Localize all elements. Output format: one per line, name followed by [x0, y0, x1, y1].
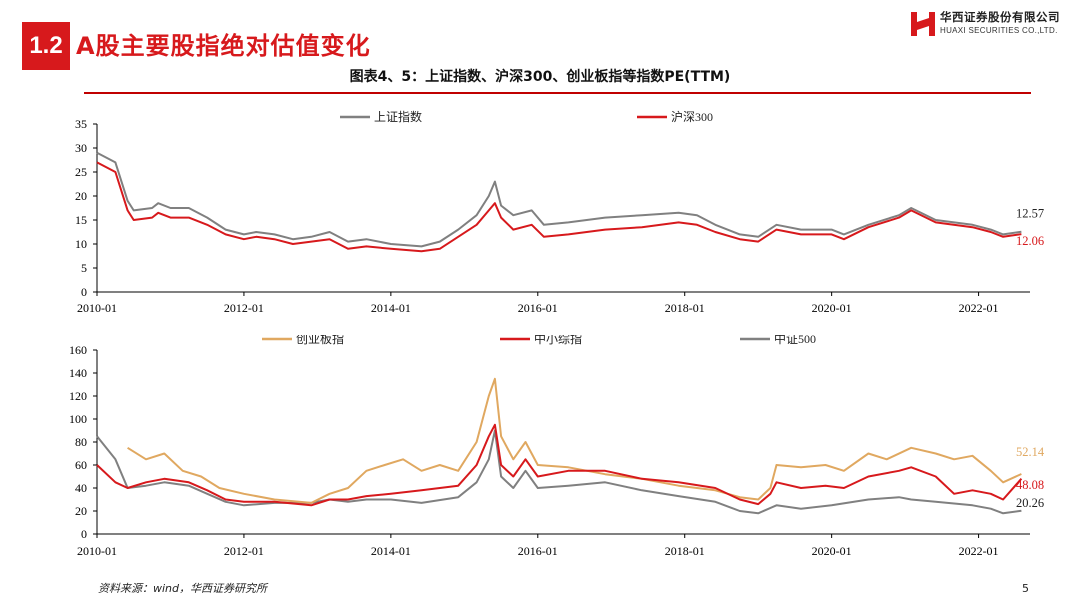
x-tick-label: 2012-01	[224, 544, 264, 558]
figure-title: 图表4、5：上证指数、沪深300、创业板指等指数PE(TTM)	[349, 69, 731, 85]
series-end-label: 12.06	[1016, 234, 1044, 248]
series-end-label: 20.26	[1016, 496, 1044, 510]
y-tick-label: 0	[81, 527, 87, 541]
section-number-badge: 1.2	[22, 22, 70, 70]
legend-label: 沪深300	[671, 110, 713, 124]
y-tick-label: 30	[75, 141, 87, 155]
title-divider	[84, 92, 1031, 94]
page-number: 5	[1022, 582, 1029, 595]
series-line	[96, 151, 1022, 248]
x-tick-label: 2018-01	[665, 544, 705, 558]
x-tick-label: 2022-01	[959, 301, 999, 315]
x-tick-label: 2018-01	[665, 301, 705, 315]
legend-label: 中小综指	[534, 335, 582, 346]
x-tick-label: 2020-01	[812, 301, 852, 315]
y-tick-label: 10	[75, 237, 87, 251]
y-tick-label: 0	[81, 285, 87, 299]
y-tick-label: 100	[69, 412, 87, 426]
logo-english-name: HUAXI SECURITIES CO.,LTD.	[940, 26, 1058, 35]
x-tick-label: 2022-01	[959, 544, 999, 558]
x-tick-label: 2014-01	[371, 544, 411, 558]
y-tick-label: 5	[81, 261, 87, 275]
series-line	[127, 377, 1022, 504]
series-line	[96, 161, 1022, 253]
pe-chart-chinext-sme-csi500: 0 20 40 60 80 100 120 140 160 2010-01 2012-01 2014-…	[69, 335, 1045, 558]
y-tick-label: 15	[75, 213, 87, 227]
series-end-label: 48.08	[1016, 478, 1044, 492]
x-tick-label: 2014-01	[371, 301, 411, 315]
legend-label: 创业板指	[296, 335, 344, 346]
x-tick-label: 2012-01	[224, 301, 264, 315]
series-line	[96, 429, 1022, 515]
logo-mark-icon	[911, 12, 935, 36]
y-tick-label: 80	[75, 435, 87, 449]
series-line	[96, 423, 1023, 507]
logo-chinese-name: 华西证券股份有限公司	[940, 10, 1060, 24]
pe-chart-shanghai-csi300: 0 5 10 15 20 25 30 35 2010-01 2012-01 2014-01 2016-…	[75, 109, 1044, 315]
series-end-label: 52.14	[1016, 445, 1045, 459]
source-note: 资料来源：wind，华西证券研究所	[98, 582, 268, 595]
x-tick-label: 2010-01	[77, 301, 117, 315]
page-title: A股主要股指绝对估值变化	[76, 32, 371, 60]
legend-label: 上证指数	[374, 109, 422, 124]
y-tick-label: 140	[69, 366, 87, 380]
x-tick-label: 2010-01	[77, 544, 117, 558]
y-tick-label: 20	[75, 504, 87, 518]
y-tick-label: 60	[75, 458, 87, 472]
y-tick-label: 35	[75, 117, 87, 131]
x-tick-label: 2016-01	[518, 544, 558, 558]
series-end-label: 12.57	[1016, 207, 1044, 221]
x-tick-label: 2020-01	[812, 544, 852, 558]
legend-label: 中证500	[774, 335, 816, 346]
y-tick-label: 25	[75, 165, 87, 179]
y-tick-label: 40	[75, 481, 87, 495]
y-tick-label: 120	[69, 389, 87, 403]
y-tick-label: 20	[75, 189, 87, 203]
company-logo: 华西证券股份有限公司 HUAXI SECURITIES CO.,LTD.	[910, 9, 1068, 41]
x-tick-label: 2016-01	[518, 301, 558, 315]
y-tick-label: 160	[69, 343, 87, 357]
